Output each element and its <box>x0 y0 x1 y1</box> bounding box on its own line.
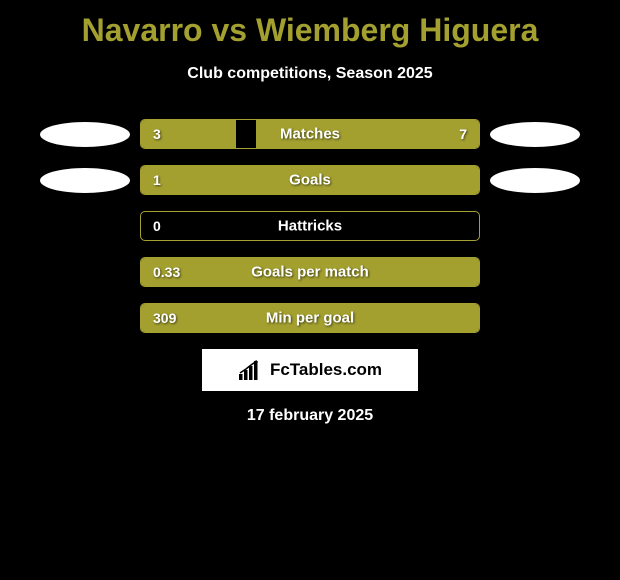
avatar-left-slot <box>40 211 130 241</box>
stat-value-left: 0.33 <box>153 264 180 280</box>
chart-icon <box>238 360 264 380</box>
stat-bar: 309 Min per goal <box>140 303 480 333</box>
avatar-right-slot <box>490 211 580 241</box>
player-avatar-placeholder <box>490 168 580 193</box>
avatar-left-slot <box>40 165 130 195</box>
branding-banner: FcTables.com <box>202 349 418 391</box>
stat-bar: 3 Matches 7 <box>140 119 480 149</box>
stat-value-left: 0 <box>153 218 161 234</box>
bar-fill-mid <box>236 120 256 148</box>
page-title: Navarro vs Wiemberg Higuera <box>0 0 620 49</box>
avatar-left-slot <box>40 303 130 333</box>
stat-row: 0.33 Goals per match <box>0 255 620 289</box>
player-avatar-placeholder <box>40 168 130 193</box>
date-label: 17 february 2025 <box>0 407 620 425</box>
stat-label: Min per goal <box>266 310 354 327</box>
stat-bar: 1 Goals <box>140 165 480 195</box>
branding-text: FcTables.com <box>270 360 382 380</box>
stat-value-left: 1 <box>153 172 161 188</box>
stat-label: Hattricks <box>278 218 342 235</box>
stat-row: 1 Goals <box>0 163 620 197</box>
stat-value-left: 3 <box>153 126 161 142</box>
stats-container: 3 Matches 7 1 Goals 0 Hattricks 0.33 Goals per m… <box>0 117 620 335</box>
stat-label: Goals <box>289 172 331 189</box>
stat-label: Matches <box>280 126 340 143</box>
stat-bar: 0 Hattricks <box>140 211 480 241</box>
stat-value-left: 309 <box>153 310 176 326</box>
stat-value-right: 7 <box>459 126 467 142</box>
stat-row: 309 Min per goal <box>0 301 620 335</box>
subtitle: Club competitions, Season 2025 <box>0 65 620 83</box>
stat-label: Goals per match <box>251 264 369 281</box>
avatar-right-slot <box>490 257 580 287</box>
stat-row: 3 Matches 7 <box>0 117 620 151</box>
avatar-left-slot <box>40 119 130 149</box>
avatar-left-slot <box>40 257 130 287</box>
player-avatar-placeholder <box>490 122 580 147</box>
avatar-right-slot <box>490 119 580 149</box>
stat-bar: 0.33 Goals per match <box>140 257 480 287</box>
player-avatar-placeholder <box>40 122 130 147</box>
avatar-right-slot <box>490 303 580 333</box>
stat-row: 0 Hattricks <box>0 209 620 243</box>
avatar-right-slot <box>490 165 580 195</box>
